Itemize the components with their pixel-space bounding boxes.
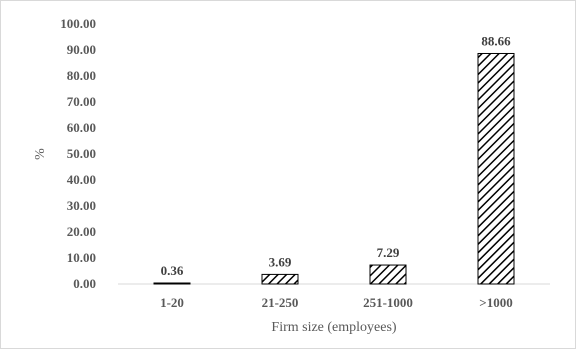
y-axis-ticks: 0.00 10.00 20.00 30.00 40.00 50.00 60.00 70.00 8… <box>60 16 96 291</box>
x-axis-tick-labels: 1-20 21-250 251-1000 >1000 <box>160 295 513 310</box>
bar <box>261 273 299 285</box>
bars <box>153 52 515 285</box>
y-tick-label: 90.00 <box>67 42 96 57</box>
y-tick-label: 40.00 <box>67 172 96 187</box>
y-tick-label: 60.00 <box>67 120 96 135</box>
y-tick-label: 80.00 <box>67 68 96 83</box>
y-tick-label: 70.00 <box>67 94 96 109</box>
data-label: 7.29 <box>377 245 400 260</box>
data-label: 88.66 <box>481 33 511 48</box>
data-label: 3.69 <box>269 254 292 269</box>
x-tick-label: 251-1000 <box>363 295 413 310</box>
data-labels: 0.36 3.69 7.29 88.66 <box>161 33 512 278</box>
x-tick-label: 1-20 <box>160 295 184 310</box>
y-tick-label: 0.00 <box>73 276 96 291</box>
bar <box>477 52 515 285</box>
data-label: 0.36 <box>161 263 184 278</box>
y-axis-title: % <box>33 148 48 160</box>
y-tick-label: 10.00 <box>67 250 96 265</box>
bar <box>369 264 407 285</box>
y-tick-label: 100.00 <box>60 16 96 31</box>
bar <box>153 282 191 285</box>
x-tick-label: >1000 <box>479 295 512 310</box>
y-tick-label: 50.00 <box>67 146 96 161</box>
x-tick-label: 21-250 <box>262 295 299 310</box>
y-tick-label: 20.00 <box>67 224 96 239</box>
x-axis-title: Firm size (employees) <box>271 320 397 335</box>
y-tick-label: 30.00 <box>67 198 96 213</box>
